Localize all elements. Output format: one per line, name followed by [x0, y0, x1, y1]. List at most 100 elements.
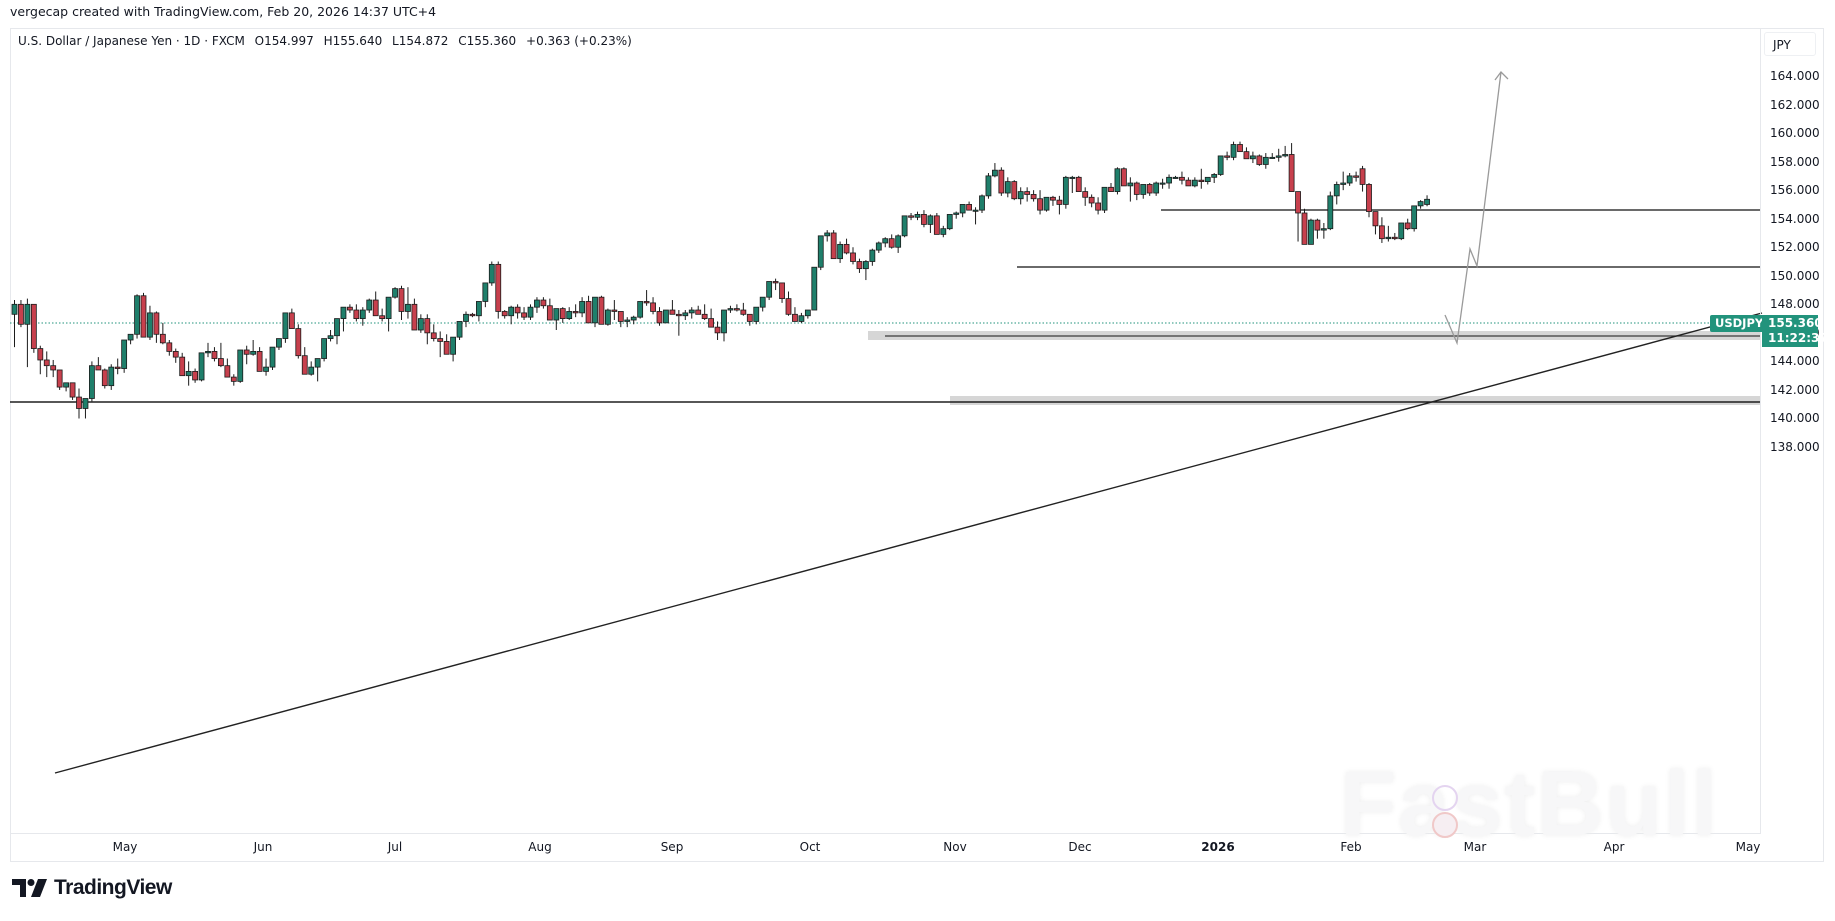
candle[interactable]: [663, 309, 669, 324]
candle[interactable]: [817, 235, 824, 271]
candle[interactable]: [1101, 186, 1108, 213]
candle[interactable]: [830, 230, 837, 260]
candle[interactable]: [1424, 195, 1430, 207]
candle[interactable]: [605, 308, 611, 326]
candle[interactable]: [959, 204, 966, 218]
candle[interactable]: [534, 297, 540, 313]
currency-button[interactable]: JPY: [1764, 32, 1816, 56]
candle[interactable]: [1404, 218, 1411, 231]
candle[interactable]: [308, 361, 315, 376]
candle[interactable]: [217, 342, 224, 368]
candle[interactable]: [1417, 200, 1424, 209]
candle[interactable]: [785, 291, 792, 316]
candle[interactable]: [856, 258, 863, 273]
candle[interactable]: [127, 333, 134, 345]
candle[interactable]: [901, 215, 908, 238]
candle[interactable]: [1411, 205, 1418, 232]
symbol-legend[interactable]: U.S. Dollar / Japanese Yen · 1D · FXCM O…: [18, 34, 638, 48]
candle[interactable]: [301, 347, 308, 375]
candle[interactable]: [682, 310, 689, 321]
candle[interactable]: [82, 398, 89, 419]
candle[interactable]: [650, 297, 656, 315]
candle[interactable]: [269, 346, 276, 370]
candle[interactable]: [1327, 191, 1334, 231]
candle[interactable]: [24, 298, 31, 368]
candle[interactable]: [708, 308, 714, 328]
candle[interactable]: [521, 307, 527, 321]
candle[interactable]: [1398, 222, 1405, 241]
candle[interactable]: [430, 324, 437, 342]
candle[interactable]: [772, 278, 779, 291]
candle[interactable]: [121, 339, 128, 373]
candle[interactable]: [392, 287, 398, 299]
candle[interactable]: [740, 302, 747, 316]
candle[interactable]: [979, 194, 985, 213]
candle[interactable]: [946, 214, 953, 231]
candle[interactable]: [695, 305, 702, 315]
candle[interactable]: [205, 342, 211, 358]
candle[interactable]: [998, 167, 1005, 196]
candle[interactable]: [321, 338, 328, 362]
candle[interactable]: [1211, 173, 1218, 184]
candle[interactable]: [875, 241, 882, 253]
candle[interactable]: [630, 315, 637, 325]
candle[interactable]: [179, 352, 186, 377]
candle[interactable]: [714, 321, 721, 340]
candle[interactable]: [727, 305, 734, 313]
candle[interactable]: [1114, 167, 1121, 195]
candle[interactable]: [359, 307, 366, 326]
candle[interactable]: [1353, 171, 1359, 182]
candle[interactable]: [140, 292, 147, 338]
candle[interactable]: [230, 374, 237, 386]
candle[interactable]: [1243, 147, 1250, 160]
candle[interactable]: [1237, 141, 1243, 153]
candle[interactable]: [850, 247, 856, 265]
candle[interactable]: [1191, 177, 1198, 188]
candle[interactable]: [759, 296, 766, 312]
candle[interactable]: [159, 322, 166, 345]
candle[interactable]: [1037, 190, 1043, 215]
candle[interactable]: [837, 241, 843, 263]
ascending-trendline[interactable]: [54, 312, 1763, 774]
candle[interactable]: [669, 300, 676, 315]
candle[interactable]: [734, 304, 740, 312]
candle[interactable]: [95, 357, 102, 371]
candle[interactable]: [456, 321, 463, 340]
candle[interactable]: [101, 368, 108, 389]
candle[interactable]: [263, 358, 269, 376]
candle[interactable]: [314, 358, 321, 382]
candle[interactable]: [18, 300, 24, 328]
candle[interactable]: [824, 230, 831, 242]
candle[interactable]: [288, 308, 295, 329]
candle[interactable]: [701, 304, 708, 321]
candle[interactable]: [424, 314, 431, 345]
candle[interactable]: [746, 313, 753, 326]
candle[interactable]: [1133, 181, 1140, 201]
candle[interactable]: [617, 311, 624, 328]
candle[interactable]: [611, 300, 618, 321]
candle[interactable]: [585, 295, 592, 324]
candle[interactable]: [559, 307, 566, 323]
candle[interactable]: [1011, 180, 1018, 201]
candle[interactable]: [1288, 143, 1295, 192]
candle[interactable]: [1340, 171, 1347, 191]
candle[interactable]: [250, 339, 257, 356]
candle[interactable]: [1166, 174, 1172, 189]
candle[interactable]: [888, 234, 895, 249]
candle[interactable]: [1372, 211, 1379, 235]
candle[interactable]: [1095, 197, 1101, 215]
candle[interactable]: [1127, 177, 1134, 202]
candle[interactable]: [1366, 183, 1372, 218]
candle[interactable]: [114, 358, 121, 375]
candle[interactable]: [843, 238, 850, 255]
candle[interactable]: [792, 307, 798, 322]
candle[interactable]: [1004, 177, 1011, 198]
candle[interactable]: [514, 304, 521, 319]
candle[interactable]: [482, 282, 489, 308]
candle[interactable]: [798, 312, 805, 323]
candle[interactable]: [340, 306, 347, 332]
candle[interactable]: [688, 307, 695, 319]
candle[interactable]: [927, 214, 934, 233]
time-axis[interactable]: [10, 833, 1760, 863]
